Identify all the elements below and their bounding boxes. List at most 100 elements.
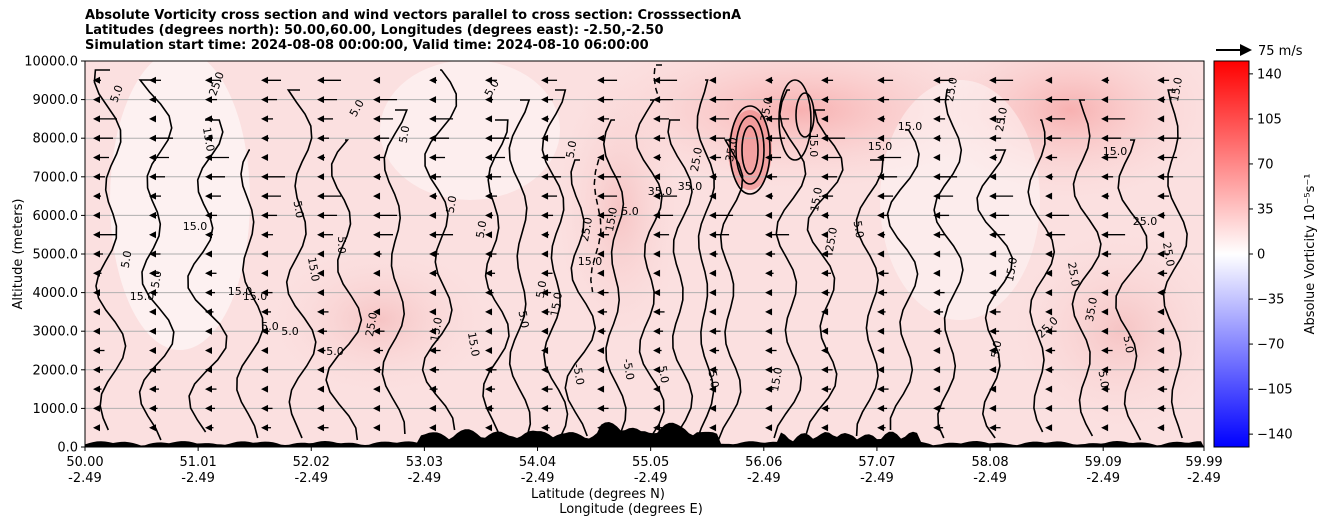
contour-label: 15.0 <box>768 366 785 392</box>
contour-label: 15.0 <box>868 140 893 153</box>
wind-vector-head <box>989 347 997 354</box>
wind-vector-head <box>261 250 269 258</box>
wind-vector-head <box>93 96 100 104</box>
wind-vector-head <box>93 134 100 142</box>
wind-vector-head <box>989 192 997 200</box>
wind-vector-head <box>1157 385 1165 393</box>
contour-label: 5.0 <box>335 236 348 254</box>
wind-vector-head <box>877 154 885 161</box>
wind-vector-head <box>205 327 213 335</box>
wind-vector-head <box>877 308 885 316</box>
wind-vector-head <box>429 76 437 84</box>
wind-vector-head <box>597 250 605 258</box>
y-tick-label: 10000.0 <box>24 55 78 70</box>
wind-vector-head <box>597 211 605 219</box>
wind-vector-head <box>1101 327 1109 335</box>
wind-vector-head <box>821 154 829 161</box>
wind-vector-head <box>709 385 717 393</box>
x-tick-longitude: -2.49 <box>181 471 215 486</box>
wind-vector-head <box>429 154 437 161</box>
wind-vector-head <box>821 134 829 142</box>
wind-vector-head <box>933 366 941 374</box>
wind-vector-head <box>1101 192 1109 200</box>
contour-label: 25.0 <box>1065 261 1082 287</box>
wind-vector-head <box>989 250 997 258</box>
contour-label: 15.0 <box>548 291 565 317</box>
wind-vector-head <box>93 269 100 277</box>
wind-vector-head <box>653 250 661 258</box>
wind-vector-head <box>205 404 213 412</box>
contour-label: 15.0 <box>807 133 820 158</box>
wind-vector-head <box>261 385 269 393</box>
wind-vector-head <box>373 289 381 297</box>
wind-vector-head <box>709 424 717 432</box>
wind-vector-head <box>373 76 381 84</box>
x-tick-longitude: -2.49 <box>973 471 1007 486</box>
x-tick-latitude: 59.09 <box>1085 455 1122 470</box>
wind-vector-head <box>205 269 213 277</box>
wind-vector-head <box>93 192 100 200</box>
contour-loop <box>735 115 765 185</box>
wind-vector-head <box>261 173 269 181</box>
wind-vector-head <box>653 96 661 104</box>
wind-vector-head <box>821 404 829 412</box>
contour-label: 25.0 <box>688 146 705 172</box>
wind-vector-head <box>205 289 213 297</box>
wind-vector-head <box>541 404 549 412</box>
wind-vector-head <box>821 385 829 393</box>
wind-vector-head <box>877 347 885 354</box>
wind-vector-head <box>373 308 381 316</box>
x-axis: 50.00-2.4951.01-2.4952.02-2.4953.03-2.49… <box>66 447 1223 486</box>
wind-vector-head <box>485 269 493 277</box>
wind-vector-head <box>653 231 661 239</box>
wind-vector-head <box>989 308 997 316</box>
wind-vector-head <box>429 134 437 142</box>
wind-vector-head <box>709 308 717 316</box>
wind-vector-head <box>877 366 885 374</box>
wind-vector-head <box>93 424 100 432</box>
contour-label: 35.0 <box>648 185 673 198</box>
wind-vector-head <box>765 327 773 335</box>
title-line-3: Simulation start time: 2024-08-08 00:00:… <box>85 38 649 53</box>
contour-label: 5.0 <box>1096 370 1112 389</box>
wind-vector-head <box>821 327 829 335</box>
x-tick-latitude: 53.03 <box>406 455 443 470</box>
contour-label: 5.0 <box>326 345 344 358</box>
wind-vector-head <box>429 404 437 412</box>
wind-vector-head <box>933 76 941 84</box>
wind-vector-head <box>933 134 941 142</box>
wind-vector-head <box>653 366 661 374</box>
wind-vector-head <box>317 76 325 84</box>
wind-vector-head <box>1101 385 1109 393</box>
contour-label: 5.0 <box>564 140 580 159</box>
wind-vector-head <box>485 211 493 219</box>
wind-vector-head <box>485 289 493 297</box>
wind-vector-head <box>149 308 157 316</box>
wind-vector-head <box>989 366 997 374</box>
wind-vector-head <box>597 115 605 123</box>
y-tick-label: 4000.0 <box>33 286 79 301</box>
title-line-1: Absolute Vorticity cross section and win… <box>85 8 742 23</box>
wind-vector-head <box>709 366 717 374</box>
wind-vector-head <box>317 366 325 374</box>
contour-label: 5.0 <box>1121 335 1137 354</box>
wind-vector-head <box>317 424 325 432</box>
wind-vector-head <box>989 211 997 219</box>
wind-vector-head <box>317 231 325 239</box>
wind-vector-head <box>1157 134 1165 142</box>
wind-vector-head <box>93 154 100 161</box>
title-line-2: Latitudes (degrees north): 50.00,60.00, … <box>85 23 664 38</box>
wind-vector-head <box>765 192 773 200</box>
wind-vector-head <box>709 134 717 142</box>
x-tick-longitude: -2.49 <box>634 471 668 486</box>
wind-vector-head <box>317 173 325 181</box>
wind-vector-head <box>653 424 661 432</box>
wind-vector-head <box>261 308 269 316</box>
wind-vector-head <box>149 385 157 393</box>
colorbar-tick-label: 0 <box>1257 248 1265 263</box>
wind-vector-head <box>1157 366 1165 374</box>
wind-vector-head <box>1045 385 1053 393</box>
wind-vector-head <box>429 385 437 393</box>
wind-vector-head <box>877 404 885 412</box>
wind-vector-head <box>317 269 325 277</box>
